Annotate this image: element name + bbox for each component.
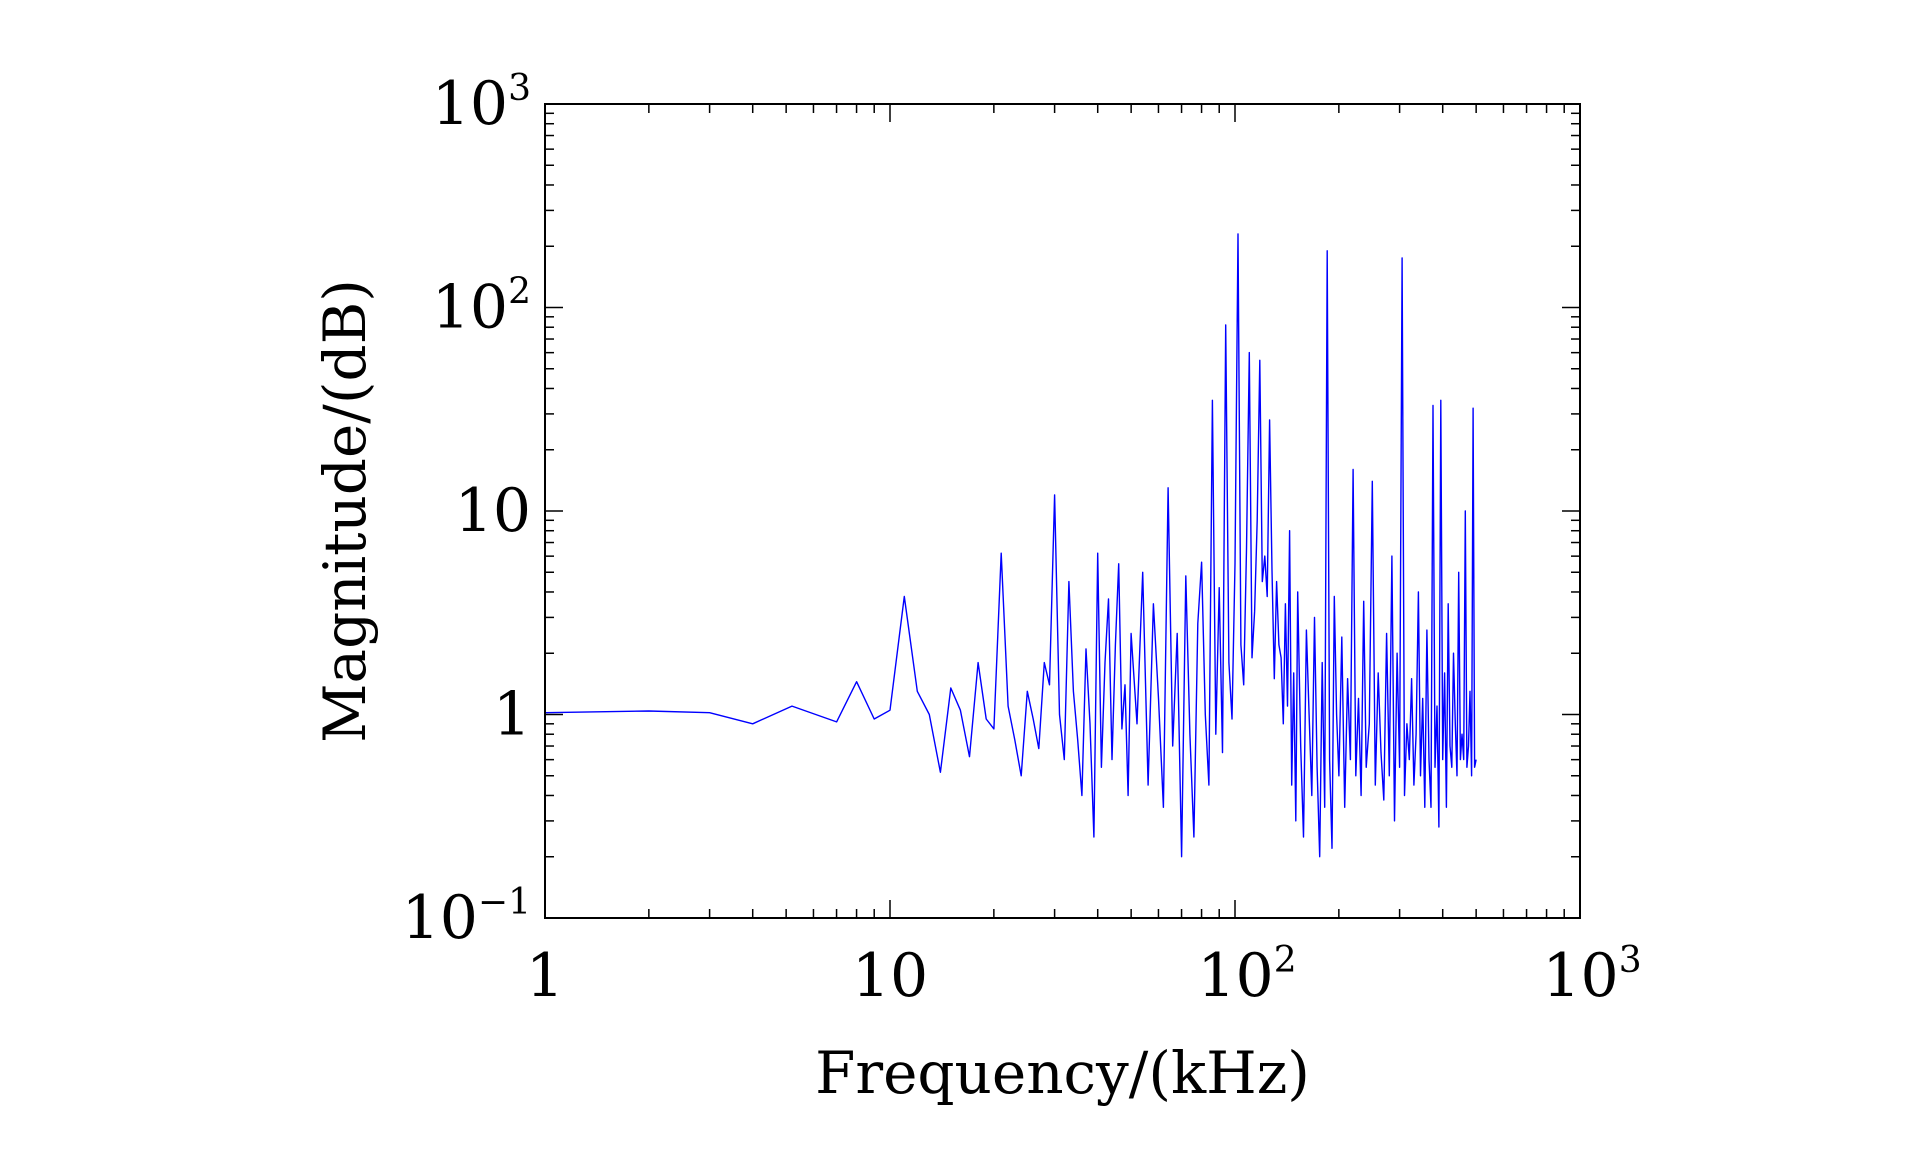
y-tick-label: 103 xyxy=(432,68,531,139)
y-axis-label: Magnitude/(dB) xyxy=(311,279,379,743)
x-tick-label: 10 xyxy=(852,941,928,1011)
y-tick-label: 1 xyxy=(493,680,531,750)
x-tick-label: 1 xyxy=(526,941,564,1011)
x-tick-label: 103 xyxy=(1542,940,1641,1011)
axis-ticks xyxy=(544,103,1581,919)
x-tick-label: 102 xyxy=(1197,940,1296,1011)
x-axis-label: Frequency/(kHz) xyxy=(815,1039,1310,1107)
plot-frame xyxy=(544,103,1581,919)
y-tick-label: 10−1 xyxy=(402,882,531,953)
y-tick-label: 10 xyxy=(455,476,531,546)
series-line xyxy=(544,233,1477,858)
y-tick-label: 102 xyxy=(432,272,531,343)
